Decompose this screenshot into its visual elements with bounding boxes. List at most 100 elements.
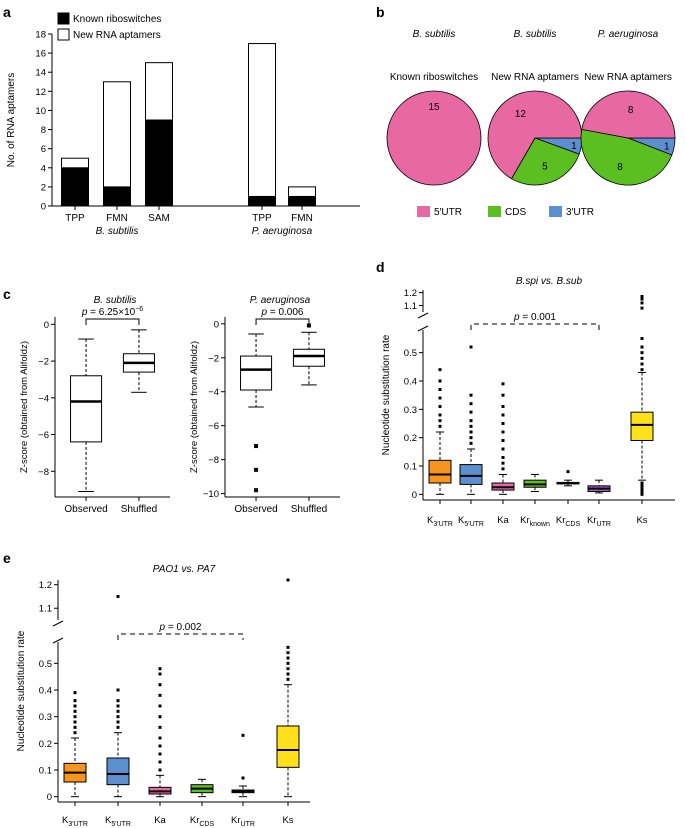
x-tick-label-base: Kr [520,515,530,526]
pie-species-label: B. subtilis [413,29,456,40]
x-tick-label-base: K [427,515,434,526]
box-outlier [158,683,162,687]
panel-c-y-tick-label: −6 [38,430,49,441]
box-outlier [501,405,505,408]
pie-slice-value: 15 [428,102,440,113]
bar-new-fmn [103,81,131,188]
significance-bracket [470,323,600,330]
panel-c-pvalue-exp: −6 [135,306,143,313]
box-outlier [469,441,473,445]
pie-slice-value: 1 [571,141,577,152]
box-outlier [158,760,162,764]
box-outlier [286,661,290,665]
panel-c-paeruginosa-boxplot: −10 −8 −6 −4 −2 0 P. aeruginosa Z-score (obtain… [189,295,340,515]
box-outlier [286,645,290,649]
panel-c-y-tick-label: −2 [38,357,49,368]
y-tick-label: 0.1 [404,462,417,473]
x-tick-label-base: Kr [231,815,241,826]
box-outlier [158,768,162,772]
box-outlier [438,413,442,417]
x-tick-label-sub: known [530,521,550,528]
x-tick-label-base: Kr [556,515,566,526]
panel-title: PAO1 vs. PA7 [153,564,216,575]
box-outlier [116,715,120,719]
panel-a-y-tick-label: 6 [41,144,46,155]
box-observed [240,355,273,391]
box-outlier [286,656,290,660]
box-outlier [241,733,245,737]
y-tick-label: 0 [412,490,417,501]
box-outlier [640,487,644,491]
x-tick-label-base: Ka [154,815,166,826]
bar-new-tpp [61,157,89,169]
pie-slice-5utr [581,90,676,139]
significance-pvalue: p = 0.002 [159,622,202,633]
y-tick-label: 0.5 [404,348,417,359]
box-outlier [438,396,442,400]
box-outlier [438,388,442,391]
box-outlier [640,490,644,493]
x-tick-label-sub: 5′UTR [111,821,131,828]
panel-a-y-tick-label: 8 [41,125,46,136]
panel-c-y-tick-label: −4 [38,393,49,404]
x-tick-label-base: Kr [190,815,200,826]
box-outlier [73,720,77,724]
panel-label-c: c [3,286,11,302]
box-ks [276,725,300,768]
box-outlier [254,467,259,472]
box-outlier [158,736,162,740]
box-outlier [158,752,162,756]
box-outlier [116,704,120,708]
panel-c-pvalue: p = 0.006 [261,307,304,318]
x-tick-label: KrCDS [190,815,215,828]
box-outlier [640,368,644,372]
panel-c-pvalue-p: p [81,307,88,318]
panel-label-d: d [376,259,385,275]
x-tick-label-sub: CDS [565,521,580,528]
panel-a-x-label: FMN [106,213,128,224]
box-outlier [640,481,644,485]
pie-slice-value: 5 [542,161,548,172]
box-outlier [73,691,77,695]
panel-c-y-axis-label: Z-score (obtained from Alifoldz) [189,341,200,473]
pie-slice-cds [580,128,673,186]
box-outlier [640,297,644,301]
box-outlier [501,456,505,459]
x-tick-label: Ks [636,515,647,526]
x-tick-label: KrUTR [587,515,611,528]
panel-a-y-tick-label: 18 [35,30,46,41]
pie-slice-5utr [386,90,482,186]
y-tick-label: 1.2 [404,288,417,299]
legend-swatch-5utr [417,206,430,217]
panel-a-stacked-bar-chart: 0 2 4 6 8 10 12 14 16 18 No. of RNA aptamers TPP FMN… [6,12,360,237]
bar-new-sam [145,62,173,121]
panel-a-y-tick-label: 12 [35,87,46,98]
box-outlier [469,393,473,397]
pie-slice-value: 8 [617,162,623,173]
bar-new-tpp [248,43,276,197]
panel-a-group-label: P. aeruginosa [252,226,313,237]
box-outlier [254,488,259,493]
panel-a-x-label: FMN [291,213,313,224]
pie-species-label: P. aeruginosa [598,29,659,40]
box-outlier [640,492,644,496]
x-tick-label-sub: UTR [241,821,255,828]
panel-label-a: a [3,4,11,20]
box-outlier [501,422,505,425]
box-outlier [158,704,162,708]
box-k5utr [459,464,483,485]
bar-known-fmn [288,195,316,207]
box-outlier [286,672,290,676]
pie-title: New RNA aptamers [491,72,579,83]
bar-known-fmn [103,186,131,207]
x-tick-label: KrCDS [556,515,581,528]
significance-pvalue: p = 0.001 [513,312,556,323]
bar-new-fmn [288,186,316,197]
pie-title: New RNA aptamers [584,72,672,83]
panel-c-title: B. subtilis [94,295,137,306]
box-outlier [501,439,505,442]
box-outlier [116,699,120,703]
legend-swatch-new [57,28,70,41]
axis-break-mark [52,637,64,644]
